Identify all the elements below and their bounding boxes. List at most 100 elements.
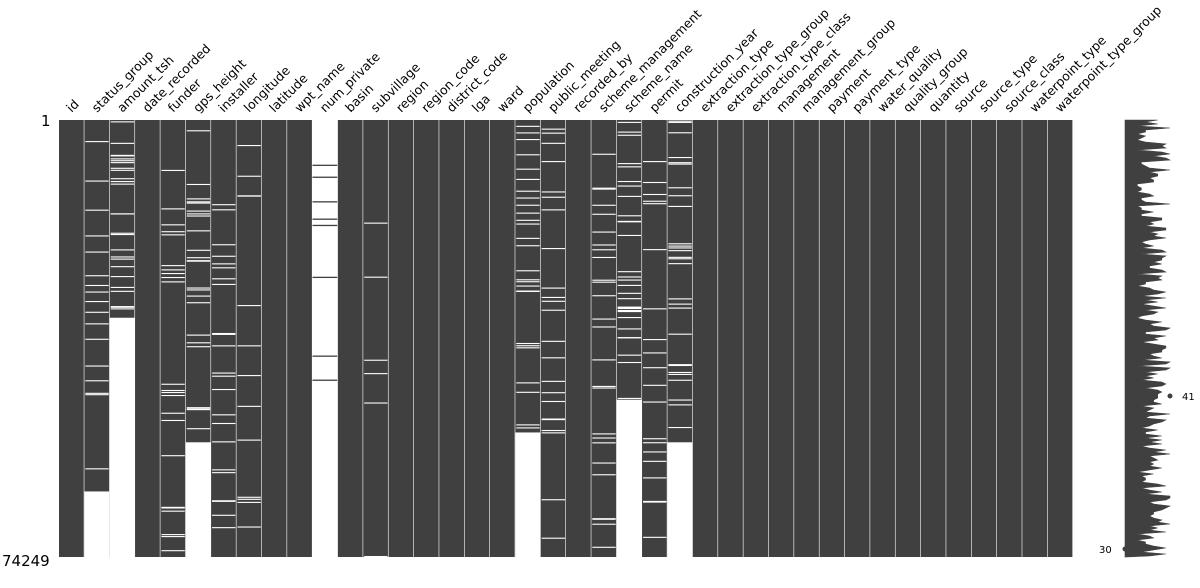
missing-line: [186, 210, 211, 212]
missing-line: [110, 521, 135, 523]
missing-line: [592, 231, 616, 233]
missing-line: [110, 444, 135, 446]
missing-line: [85, 275, 109, 277]
row-axis-top-label: 1: [41, 112, 51, 130]
missing-line: [516, 285, 540, 287]
missing-line: [541, 429, 565, 432]
missing-line: [110, 474, 135, 476]
missing-line: [617, 397, 642, 399]
missing-line: [212, 278, 236, 280]
missing-line: [617, 354, 642, 356]
missing-line: [110, 160, 135, 162]
missing-line: [617, 234, 642, 237]
column-date_recorded: [135, 120, 161, 557]
missing-line: [592, 213, 616, 215]
missing-line: [668, 247, 692, 249]
missing-line: [110, 276, 135, 278]
sparkline-max-label: 41: [1182, 392, 1195, 403]
missing-line: [516, 125, 540, 127]
column-label-id: id: [63, 96, 82, 115]
missing-line: [617, 551, 642, 553]
missing-line: [516, 270, 540, 272]
column-bar: [819, 120, 845, 557]
missing-line: [668, 399, 692, 401]
missing-line: [186, 515, 211, 517]
column-bar: [236, 120, 262, 557]
missing-line: [237, 405, 261, 407]
missing-line: [617, 337, 642, 339]
missing-line: [617, 180, 642, 183]
missing-line: [186, 409, 211, 411]
missing-line: [668, 307, 692, 309]
missing-line: [516, 456, 540, 458]
missing-line: [516, 474, 540, 476]
column-bar: [566, 120, 592, 557]
missing-line: [186, 215, 211, 217]
missing-line: [643, 500, 667, 502]
missing-line: [592, 279, 616, 281]
missing-line: [617, 298, 642, 300]
sparkline-max-dot: [1167, 393, 1173, 399]
missing-line: [516, 342, 540, 345]
missing-line: [85, 251, 109, 253]
missing-line: [212, 500, 236, 502]
missing-line: [186, 551, 211, 553]
missing-line: [186, 346, 211, 348]
column-bar: [920, 120, 947, 557]
missing-line: [110, 400, 135, 402]
missing-line: [668, 205, 692, 207]
matrix-area: [59, 120, 1074, 558]
missing-line: [110, 525, 135, 527]
missing-line: [516, 542, 540, 544]
missing-line: [668, 132, 692, 134]
missing-line: [668, 263, 692, 265]
missing-line: [161, 234, 185, 236]
missing-line: [161, 265, 185, 267]
missing-line: [592, 281, 616, 283]
missing-line: [592, 462, 616, 464]
missing-line: [516, 449, 540, 451]
missing-line: [110, 370, 135, 372]
missing-line: [186, 130, 211, 132]
sparkline-min-dot: [1122, 546, 1128, 552]
missing-line: [617, 402, 642, 405]
missing-line: [212, 255, 236, 257]
missing-line: [516, 290, 540, 292]
missing-line: [237, 195, 261, 197]
column-separator: [134, 120, 136, 557]
missing-line: [186, 478, 211, 480]
missing-line: [110, 213, 135, 215]
missing-line: [617, 292, 642, 294]
missing-line: [364, 222, 388, 224]
missing-line: [85, 141, 109, 143]
missing-line: [668, 303, 692, 305]
missing-line: [110, 183, 135, 185]
column-bar: [1047, 120, 1073, 557]
missing-block: [667, 442, 693, 557]
missing-line: [110, 452, 135, 455]
missing-line: [161, 455, 185, 457]
missing-line: [643, 161, 667, 163]
missing-line: [161, 550, 185, 552]
missing-line: [516, 190, 540, 192]
missing-line: [161, 536, 185, 538]
column-public_meeting: [540, 120, 567, 557]
missing-line: [617, 474, 642, 477]
column-separator: [616, 120, 618, 557]
missing-line: [668, 120, 692, 122]
missing-line: [110, 472, 135, 474]
missing-line: [668, 256, 692, 258]
column-status_group: [84, 120, 111, 557]
column-bar: [743, 120, 769, 557]
missing-line: [237, 526, 261, 528]
missing-line: [516, 154, 540, 156]
missing-line: [592, 256, 616, 259]
missing-line: [186, 287, 211, 289]
missing-line: [516, 212, 540, 214]
missing-line: [110, 372, 135, 374]
column-bar: [844, 120, 871, 557]
missing-line: [110, 380, 135, 382]
missing-line: [186, 260, 211, 262]
column-source_type: [971, 120, 998, 557]
missing-line: [110, 337, 135, 340]
